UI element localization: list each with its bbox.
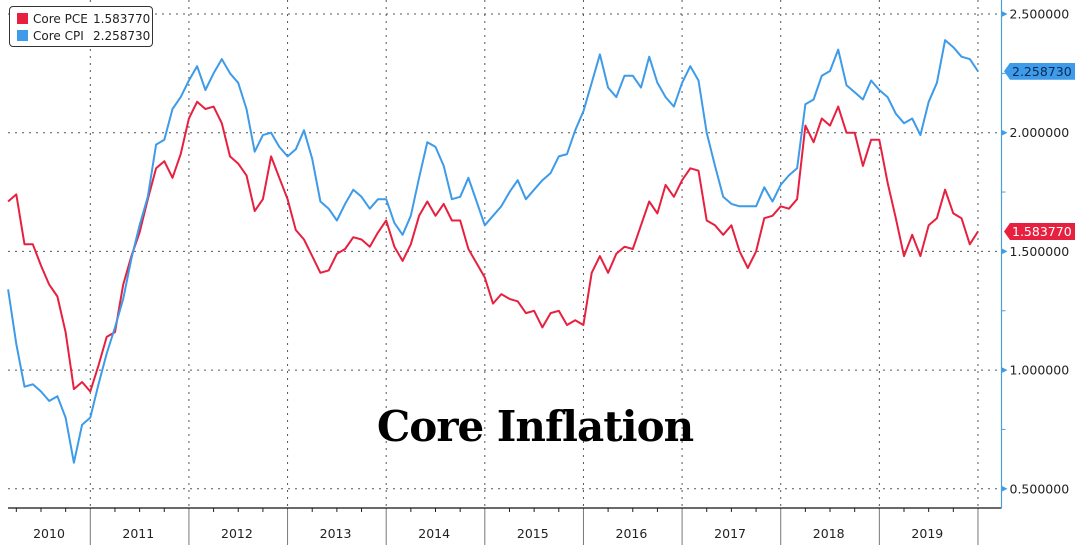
x-tick-label: 2012	[221, 526, 253, 541]
x-tick-label: 2017	[714, 526, 746, 541]
x-tick-label: 2019	[911, 526, 943, 541]
x-tick-label: 2016	[616, 526, 648, 541]
legend-item-core-pce[interactable]: Core PCE 1.583770	[17, 10, 152, 27]
legend-label: Core PCE	[33, 11, 88, 26]
y-tick-label: 2.500000	[1010, 7, 1070, 22]
y-tick-arrow	[1001, 367, 1008, 374]
y-tick-label: 0.500000	[1010, 481, 1070, 496]
core-pce-last-value-tag: 1.583770	[1004, 223, 1075, 240]
y-tick-arrow	[1001, 485, 1008, 492]
x-tick-label: 2015	[517, 526, 549, 541]
x-tick-label: 2013	[320, 526, 352, 541]
y-tick-arrow	[1001, 11, 1008, 17]
series-line-core-pce	[7, 100, 979, 393]
series-line-core-cpi	[7, 39, 979, 464]
legend-item-core-cpi[interactable]: Core CPI 2.258730	[17, 27, 152, 44]
core-cpi-swatch	[17, 30, 28, 41]
y-tick-arrow	[1001, 129, 1008, 136]
y-tick-label: 2.000000	[1010, 125, 1070, 140]
core-cpi-last-value-tag: 2.258730	[1004, 62, 1075, 80]
chart-title: Core Inflation	[376, 402, 694, 451]
x-tick-label: 2011	[122, 526, 154, 541]
legend: Core PCE 1.583770 Core CPI 2.258730	[9, 6, 153, 47]
x-tick-label: 2014	[418, 526, 450, 541]
legend-value: 1.583770	[93, 11, 151, 26]
legend-label: Core CPI	[33, 28, 84, 43]
core-pce-swatch	[17, 13, 28, 24]
y-tick-label: 1.500000	[1010, 244, 1070, 259]
x-tick-label: 2010	[33, 526, 65, 541]
x-tick-label: 2018	[813, 526, 845, 541]
y-tick-arrow	[1001, 248, 1008, 255]
y-tick-label: 1.000000	[1010, 363, 1070, 378]
legend-value: 2.258730	[93, 28, 151, 43]
